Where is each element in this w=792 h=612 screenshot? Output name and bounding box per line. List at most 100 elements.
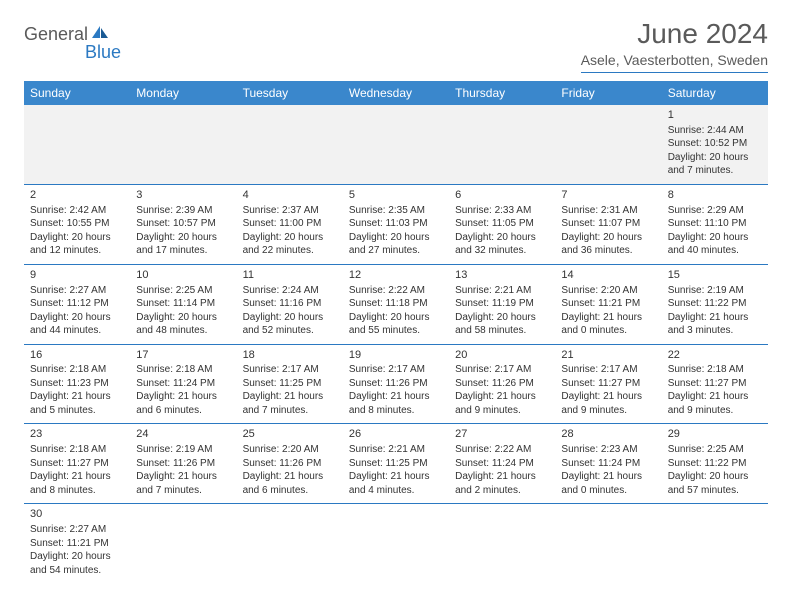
day-info-line: Daylight: 21 hours: [349, 390, 443, 404]
day-number: 13: [455, 268, 549, 283]
day-info-line: Sunset: 10:52 PM: [668, 137, 762, 151]
day-info-line: Sunset: 11:26 PM: [136, 457, 230, 471]
day-info-line: Daylight: 21 hours: [136, 390, 230, 404]
day-info-line: Sunset: 11:22 PM: [668, 457, 762, 471]
calendar-cell: 12Sunrise: 2:22 AMSunset: 11:18 PMDaylig…: [343, 264, 449, 344]
day-info-line: Sunset: 11:27 PM: [561, 377, 655, 391]
calendar-cell: [130, 105, 236, 184]
day-info-line: and 7 minutes.: [136, 484, 230, 498]
day-info-line: Sunset: 11:07 PM: [561, 217, 655, 231]
day-info-line: Daylight: 20 hours: [349, 311, 443, 325]
day-info-line: Sunset: 11:25 PM: [243, 377, 337, 391]
day-info-line: and 54 minutes.: [30, 564, 124, 578]
day-number: 18: [243, 348, 337, 363]
day-number: 4: [243, 188, 337, 203]
day-info-line: and 17 minutes.: [136, 244, 230, 258]
day-info-line: Daylight: 20 hours: [136, 231, 230, 245]
day-info-line: Sunrise: 2:20 AM: [243, 443, 337, 457]
day-info-line: and 58 minutes.: [455, 324, 549, 338]
day-number: 27: [455, 427, 549, 442]
calendar-cell: 20Sunrise: 2:17 AMSunset: 11:26 PMDaylig…: [449, 344, 555, 424]
day-info-line: Sunset: 11:27 PM: [30, 457, 124, 471]
day-number: 5: [349, 188, 443, 203]
calendar-cell: [237, 105, 343, 184]
calendar-cell: [237, 504, 343, 583]
calendar-cell: [555, 105, 661, 184]
day-info-line: Sunrise: 2:17 AM: [455, 363, 549, 377]
calendar-cell: 29Sunrise: 2:25 AMSunset: 11:22 PMDaylig…: [662, 424, 768, 504]
day-number: 9: [30, 268, 124, 283]
calendar-cell: 14Sunrise: 2:20 AMSunset: 11:21 PMDaylig…: [555, 264, 661, 344]
day-info-line: Sunset: 10:57 PM: [136, 217, 230, 231]
day-info-line: Sunset: 11:16 PM: [243, 297, 337, 311]
day-info-line: Sunrise: 2:17 AM: [243, 363, 337, 377]
calendar-row: 16 Sunrise: 2:18 AM Sunset: 11:23 PM Daylig…: [24, 344, 768, 424]
day-number: 10: [136, 268, 230, 283]
day-number: 6: [455, 188, 549, 203]
day-info-line: Daylight: 21 hours: [349, 470, 443, 484]
day-number: 17: [136, 348, 230, 363]
day-info-line: Sunrise: 2:39 AM: [136, 204, 230, 218]
day-header: Tuesday: [237, 81, 343, 105]
day-info-line: Daylight: 20 hours: [30, 311, 124, 325]
calendar-cell: 22Sunrise: 2:18 AMSunset: 11:27 PMDaylig…: [662, 344, 768, 424]
day-info-line: Daylight: 20 hours: [30, 550, 124, 564]
calendar-cell: 21Sunrise: 2:17 AMSunset: 11:27 PMDaylig…: [555, 344, 661, 424]
day-info-line: Daylight: 20 hours: [243, 231, 337, 245]
calendar-cell: 15Sunrise: 2:19 AMSunset: 11:22 PMDaylig…: [662, 264, 768, 344]
calendar-cell: 1Sunrise: 2:44 AMSunset: 10:52 PMDayligh…: [662, 105, 768, 184]
calendar-cell: [555, 504, 661, 583]
day-info-line: Sunrise: 2:18 AM: [668, 363, 762, 377]
day-info-line: Daylight: 20 hours: [668, 151, 762, 165]
day-header: Sunday: [24, 81, 130, 105]
calendar-cell: 2Sunrise: 2:42 AMSunset: 10:55 PMDayligh…: [24, 184, 130, 264]
location-label: Asele, Vaesterbotten, Sweden: [581, 52, 768, 73]
day-info-line: and 8 minutes.: [349, 404, 443, 418]
page-title: June 2024: [581, 18, 768, 50]
day-info-line: and 9 minutes.: [455, 404, 549, 418]
day-number: 24: [136, 427, 230, 442]
day-info-line: Sunset: 11:19 PM: [455, 297, 549, 311]
day-info-line: Daylight: 20 hours: [455, 311, 549, 325]
day-info-line: and 9 minutes.: [668, 404, 762, 418]
calendar-cell: 24Sunrise: 2:19 AMSunset: 11:26 PMDaylig…: [130, 424, 236, 504]
day-number: 16: [30, 348, 124, 363]
day-info-line: Sunset: 11:00 PM: [243, 217, 337, 231]
calendar-cell: 9Sunrise: 2:27 AMSunset: 11:12 PMDayligh…: [24, 264, 130, 344]
day-info-line: Sunset: 11:25 PM: [349, 457, 443, 471]
day-info-line: and 44 minutes.: [30, 324, 124, 338]
day-info-line: Sunrise: 2:44 AM: [668, 124, 762, 138]
day-info-line: Sunset: 11:14 PM: [136, 297, 230, 311]
day-info-line: Sunset: 11:22 PM: [668, 297, 762, 311]
calendar-cell: 27Sunrise: 2:22 AMSunset: 11:24 PMDaylig…: [449, 424, 555, 504]
calendar-cell: 28Sunrise: 2:23 AMSunset: 11:24 PMDaylig…: [555, 424, 661, 504]
day-info-line: Sunrise: 2:31 AM: [561, 204, 655, 218]
calendar-row: 30Sunrise: 2:27 AMSunset: 11:21 PMDaylig…: [24, 504, 768, 583]
day-number: 23: [30, 427, 124, 442]
calendar-cell: [449, 105, 555, 184]
day-info-line: Daylight: 21 hours: [561, 390, 655, 404]
day-number: 26: [349, 427, 443, 442]
day-info-line: and 3 minutes.: [668, 324, 762, 338]
day-info-line: Sunrise: 2:21 AM: [455, 284, 549, 298]
day-info-line: Daylight: 21 hours: [561, 470, 655, 484]
logo-text-blue-wrap: Blue: [35, 42, 121, 63]
day-number: 22: [668, 348, 762, 363]
calendar-cell: 7Sunrise: 2:31 AMSunset: 11:07 PMDayligh…: [555, 184, 661, 264]
day-info-line: Sunrise: 2:25 AM: [136, 284, 230, 298]
day-info-line: Daylight: 21 hours: [668, 311, 762, 325]
day-info-line: Sunset: 11:23 PM: [30, 377, 124, 391]
logo-text-blue: Blue: [85, 42, 121, 62]
calendar-cell: 19Sunrise: 2:17 AMSunset: 11:26 PMDaylig…: [343, 344, 449, 424]
day-info-line: and 8 minutes.: [30, 484, 124, 498]
day-info-line: Daylight: 20 hours: [30, 231, 124, 245]
day-info-line: Sunrise: 2:20 AM: [561, 284, 655, 298]
calendar-cell: [24, 105, 130, 184]
calendar-cell: 4Sunrise: 2:37 AMSunset: 11:00 PMDayligh…: [237, 184, 343, 264]
calendar-cell: 30Sunrise: 2:27 AMSunset: 11:21 PMDaylig…: [24, 504, 130, 583]
calendar-cell: 8Sunrise: 2:29 AMSunset: 11:10 PMDayligh…: [662, 184, 768, 264]
day-number: 1: [668, 108, 762, 123]
day-info-line: Sunset: 11:21 PM: [30, 537, 124, 551]
day-info-line: and 48 minutes.: [136, 324, 230, 338]
calendar-row: 1Sunrise: 2:44 AMSunset: 10:52 PMDayligh…: [24, 105, 768, 184]
